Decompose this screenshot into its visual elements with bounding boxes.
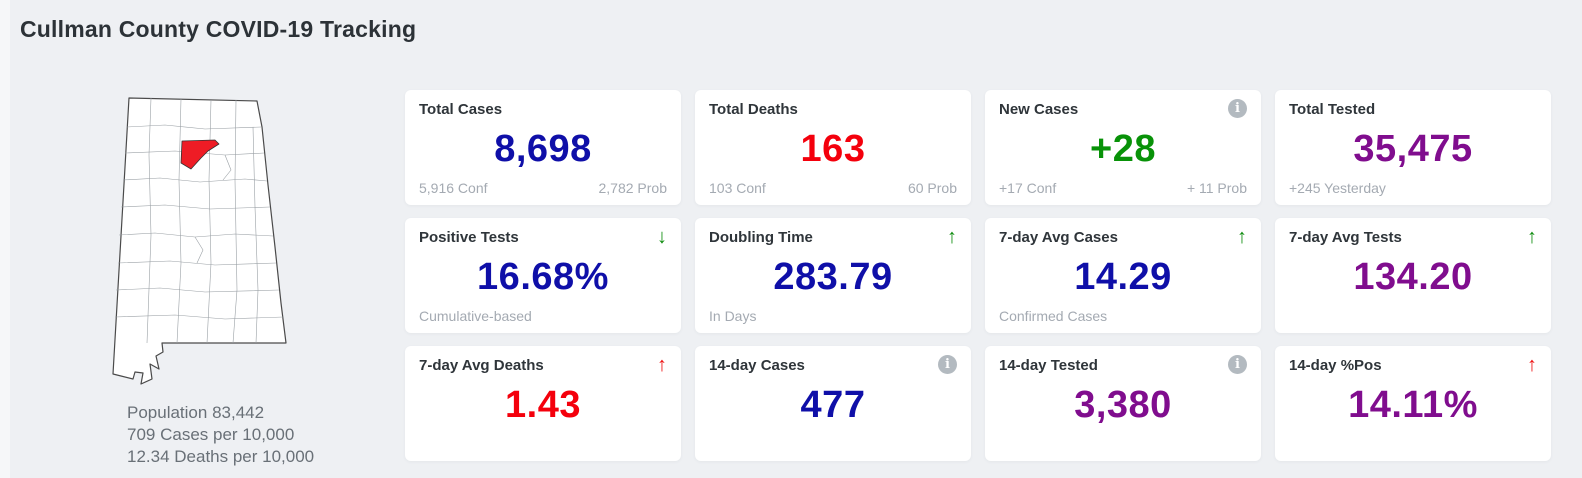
card-label: Total Tested xyxy=(1289,101,1376,118)
arrow-up-icon: ↑ xyxy=(947,226,957,248)
card-label: 7-day Avg Deaths xyxy=(419,357,544,374)
card-value: 1.43 xyxy=(505,384,581,426)
card-14day-tested: 14-day Tested i 3,380 xyxy=(985,346,1261,461)
alabama-county-map xyxy=(105,85,330,395)
footer-prob: 60 Prob xyxy=(907,180,957,196)
footer-note: Confirmed Cases xyxy=(999,308,1108,324)
card-total-cases: Total Cases 8,698 5,916 Conf 2,782 Prob xyxy=(405,90,681,205)
card-new-cases: New Cases i +28 +17 Conf + 11 Prob xyxy=(985,90,1261,205)
footer-prob: + 11 Prob xyxy=(1186,180,1247,196)
arrow-up-icon: ↑ xyxy=(1237,226,1247,248)
card-label: 7-day Avg Cases xyxy=(999,229,1118,246)
info-icon[interactable]: i xyxy=(1228,355,1247,374)
footer-conf: 103 Conf xyxy=(709,180,766,196)
card-value: 163 xyxy=(800,128,866,170)
arrow-up-icon: ↑ xyxy=(1527,226,1537,248)
info-icon[interactable]: i xyxy=(938,355,957,374)
card-label: 7-day Avg Tests xyxy=(1289,229,1402,246)
card-total-deaths: Total Deaths 163 103 Conf 60 Prob xyxy=(695,90,971,205)
stat-cards-grid: Total Cases 8,698 5,916 Conf 2,782 Prob … xyxy=(405,90,1551,461)
footer-conf: +17 Conf xyxy=(999,180,1057,196)
cases-per-10000-stat: 709 Cases per 10,000 xyxy=(127,425,295,444)
state-outline xyxy=(112,97,287,385)
card-label: New Cases xyxy=(999,101,1079,118)
info-icon[interactable]: i xyxy=(1228,99,1247,118)
deaths-per-10000-stat: 12.34 Deaths per 10,000 xyxy=(127,447,315,466)
footer-conf: 5,916 Conf xyxy=(419,180,488,196)
card-value: 3,380 xyxy=(1074,384,1172,426)
card-value: 35,475 xyxy=(1353,128,1473,170)
card-7day-avg-tests: 7-day Avg Tests ↑ 134.20 xyxy=(1275,218,1551,333)
card-value: 477 xyxy=(800,384,866,426)
card-value: 283.79 xyxy=(773,256,893,298)
card-7day-avg-deaths: 7-day Avg Deaths ↑ 1.43 xyxy=(405,346,681,461)
page-left-edge xyxy=(0,0,10,478)
footer-note: Cumulative-based xyxy=(419,308,532,324)
card-total-tested: Total Tested 35,475 +245 Yesterday xyxy=(1275,90,1551,205)
arrow-down-icon: ↓ xyxy=(657,226,667,248)
page-title: Cullman County COVID-19 Tracking xyxy=(20,16,417,42)
card-doubling-time: Doubling Time ↑ 283.79 In Days xyxy=(695,218,971,333)
card-value: +28 xyxy=(1090,128,1156,170)
card-14day-cases: 14-day Cases i 477 xyxy=(695,346,971,461)
card-label: Doubling Time xyxy=(709,229,813,246)
card-label: Total Deaths xyxy=(709,101,798,118)
card-14day-pct-pos: 14-day %Pos ↑ 14.11% xyxy=(1275,346,1551,461)
card-value: 14.29 xyxy=(1074,256,1172,298)
card-label: Total Cases xyxy=(419,101,503,118)
card-7day-avg-cases: 7-day Avg Cases ↑ 14.29 Confirmed Cases xyxy=(985,218,1261,333)
card-label: 14-day Cases xyxy=(709,357,805,374)
county-summary-stats: Population 83,442 709 Cases per 10,000 1… xyxy=(127,402,314,468)
footer-note: In Days xyxy=(709,308,757,324)
arrow-up-icon: ↑ xyxy=(657,354,667,376)
card-value: 134.20 xyxy=(1353,256,1473,298)
card-value: 8,698 xyxy=(494,128,592,170)
alabama-map-svg xyxy=(112,97,287,385)
card-value: 16.68% xyxy=(477,256,609,298)
arrow-up-icon: ↑ xyxy=(1527,354,1537,376)
footer-yesterday: +245 Yesterday xyxy=(1289,180,1386,196)
population-stat: Population 83,442 xyxy=(127,403,265,422)
footer-prob: 2,782 Prob xyxy=(598,180,668,196)
card-label: Positive Tests xyxy=(419,229,519,246)
card-label: 14-day Tested xyxy=(999,357,1098,374)
card-label: 14-day %Pos xyxy=(1289,357,1382,374)
cullman-county-highlight[interactable] xyxy=(180,139,220,170)
card-value: 14.11% xyxy=(1348,384,1478,426)
card-positive-tests: Positive Tests ↓ 16.68% Cumulative-based xyxy=(405,218,681,333)
